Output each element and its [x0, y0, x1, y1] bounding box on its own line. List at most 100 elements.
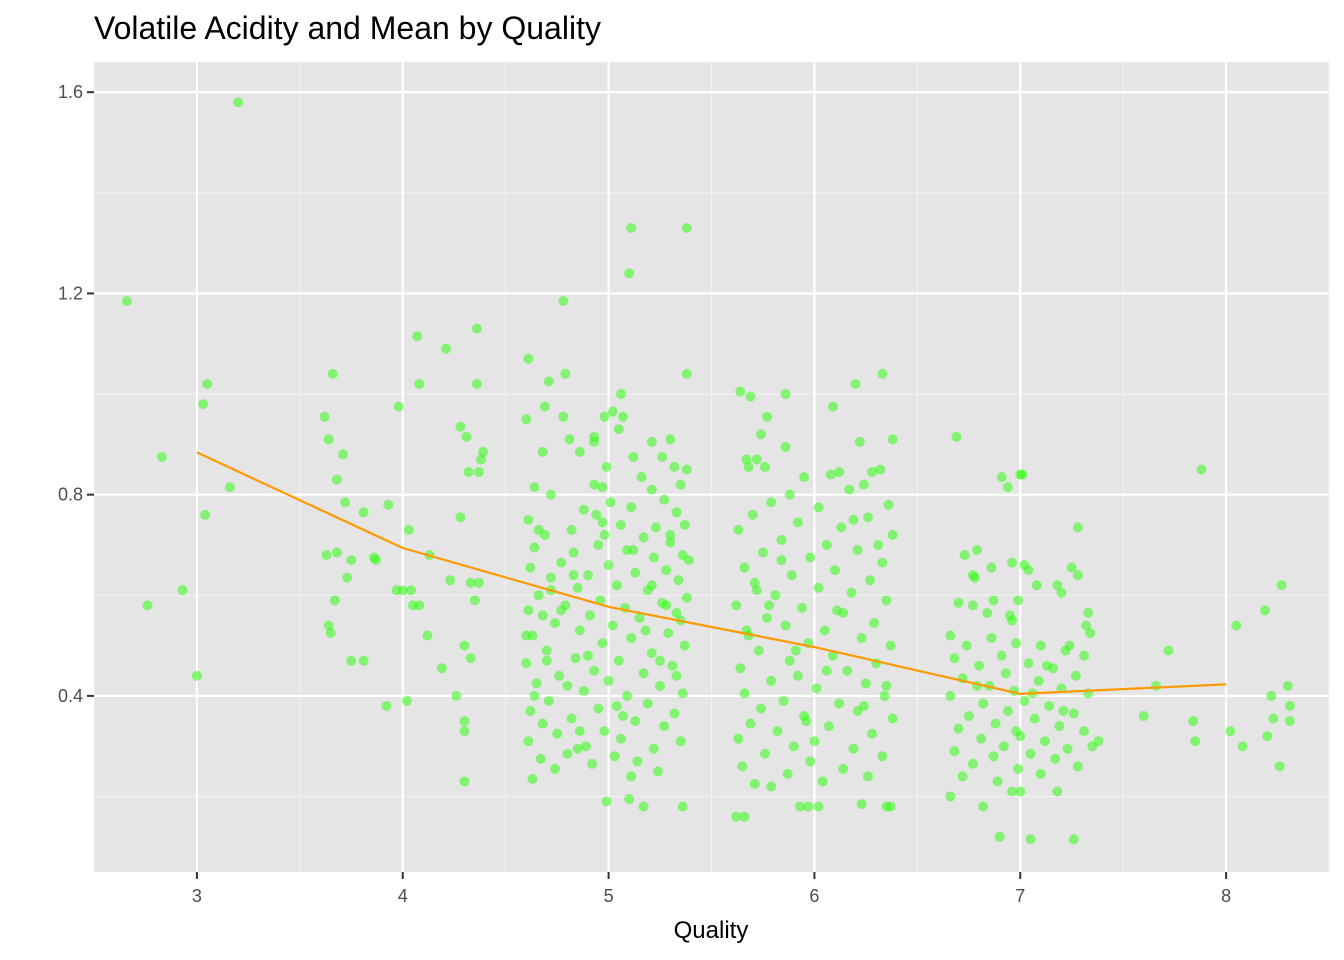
data-point [749, 778, 760, 789]
data-point [883, 499, 894, 510]
mean-line-layer [196, 451, 1227, 696]
mean-line [196, 451, 1227, 696]
data-point [574, 625, 585, 636]
data-point [1083, 607, 1094, 618]
data-point [473, 577, 484, 588]
data-point [533, 524, 544, 535]
data-point [996, 650, 1007, 661]
data-point [805, 552, 816, 563]
data-point [681, 592, 692, 603]
data-point [589, 436, 600, 447]
data-point [862, 771, 873, 782]
data-point [1017, 469, 1028, 480]
data-point [617, 411, 628, 422]
data-point [1196, 464, 1207, 475]
data-point [391, 585, 402, 596]
data-point [1007, 786, 1018, 797]
data-point [650, 522, 661, 533]
data-point [624, 794, 635, 805]
data-point [331, 474, 342, 485]
data-point [852, 545, 863, 556]
data-point [1190, 736, 1201, 747]
data-point [1002, 482, 1013, 493]
data-point [346, 655, 357, 666]
data-point [1056, 587, 1067, 598]
data-point [864, 575, 875, 586]
data-point [795, 801, 806, 812]
data-point [735, 386, 746, 397]
data-point [626, 223, 637, 234]
data-point [780, 620, 791, 631]
data-point [998, 741, 1009, 752]
data-point [455, 512, 466, 523]
data-point [465, 577, 476, 588]
data-point [589, 665, 600, 676]
data-point [739, 562, 750, 573]
data-point [683, 555, 694, 566]
data-point [877, 368, 888, 379]
data-point [455, 421, 466, 432]
data-point [1070, 670, 1081, 681]
data-point [963, 711, 974, 722]
data-point [403, 524, 414, 535]
data-point [564, 434, 575, 445]
data-point [346, 555, 357, 566]
data-point [1072, 570, 1083, 581]
data-point [638, 801, 649, 812]
data-point [613, 655, 624, 666]
data-point [1266, 690, 1277, 701]
data-point [858, 700, 869, 711]
data-point [177, 585, 188, 596]
data-point [1050, 753, 1061, 764]
data-point [1138, 711, 1149, 722]
data-point [856, 633, 867, 644]
data-point [636, 472, 647, 483]
data-point [646, 648, 657, 659]
data-point [848, 514, 859, 525]
data-point [632, 756, 643, 767]
data-point [844, 484, 855, 495]
data-point [875, 464, 886, 475]
data-point [813, 801, 824, 812]
data-point [879, 690, 890, 701]
data-point [609, 751, 620, 762]
data-point [974, 660, 985, 671]
data-point [681, 368, 692, 379]
data-point [523, 736, 534, 747]
data-point [733, 524, 744, 535]
data-point [867, 467, 878, 478]
data-point [323, 434, 334, 445]
data-point [821, 665, 832, 676]
data-point [191, 670, 202, 681]
data-point [646, 580, 657, 591]
data-point [1033, 675, 1044, 686]
data-point [1013, 763, 1024, 774]
data-point [850, 378, 861, 389]
data-point [560, 368, 571, 379]
data-point [780, 389, 791, 400]
data-point [323, 620, 334, 631]
data-point [648, 743, 659, 754]
data-point [550, 763, 561, 774]
y-axis: 0.4 0.8 1.2 1.6 [58, 82, 94, 706]
data-point [885, 640, 896, 651]
data-point [1262, 731, 1273, 742]
data-point [615, 733, 626, 744]
data-point [994, 831, 1005, 842]
data-point [665, 537, 676, 548]
data-point [451, 690, 462, 701]
data-point [597, 482, 608, 493]
data-point [574, 446, 585, 457]
data-point [743, 462, 754, 472]
data-point [412, 331, 423, 342]
data-point [562, 680, 573, 691]
data-point [543, 376, 554, 387]
data-point [821, 539, 832, 550]
data-point [599, 726, 610, 737]
data-point [784, 655, 795, 666]
data-point [1052, 786, 1063, 797]
data-point [1163, 645, 1174, 656]
data-point [634, 612, 645, 623]
data-point [1031, 580, 1042, 591]
data-point [659, 494, 670, 505]
